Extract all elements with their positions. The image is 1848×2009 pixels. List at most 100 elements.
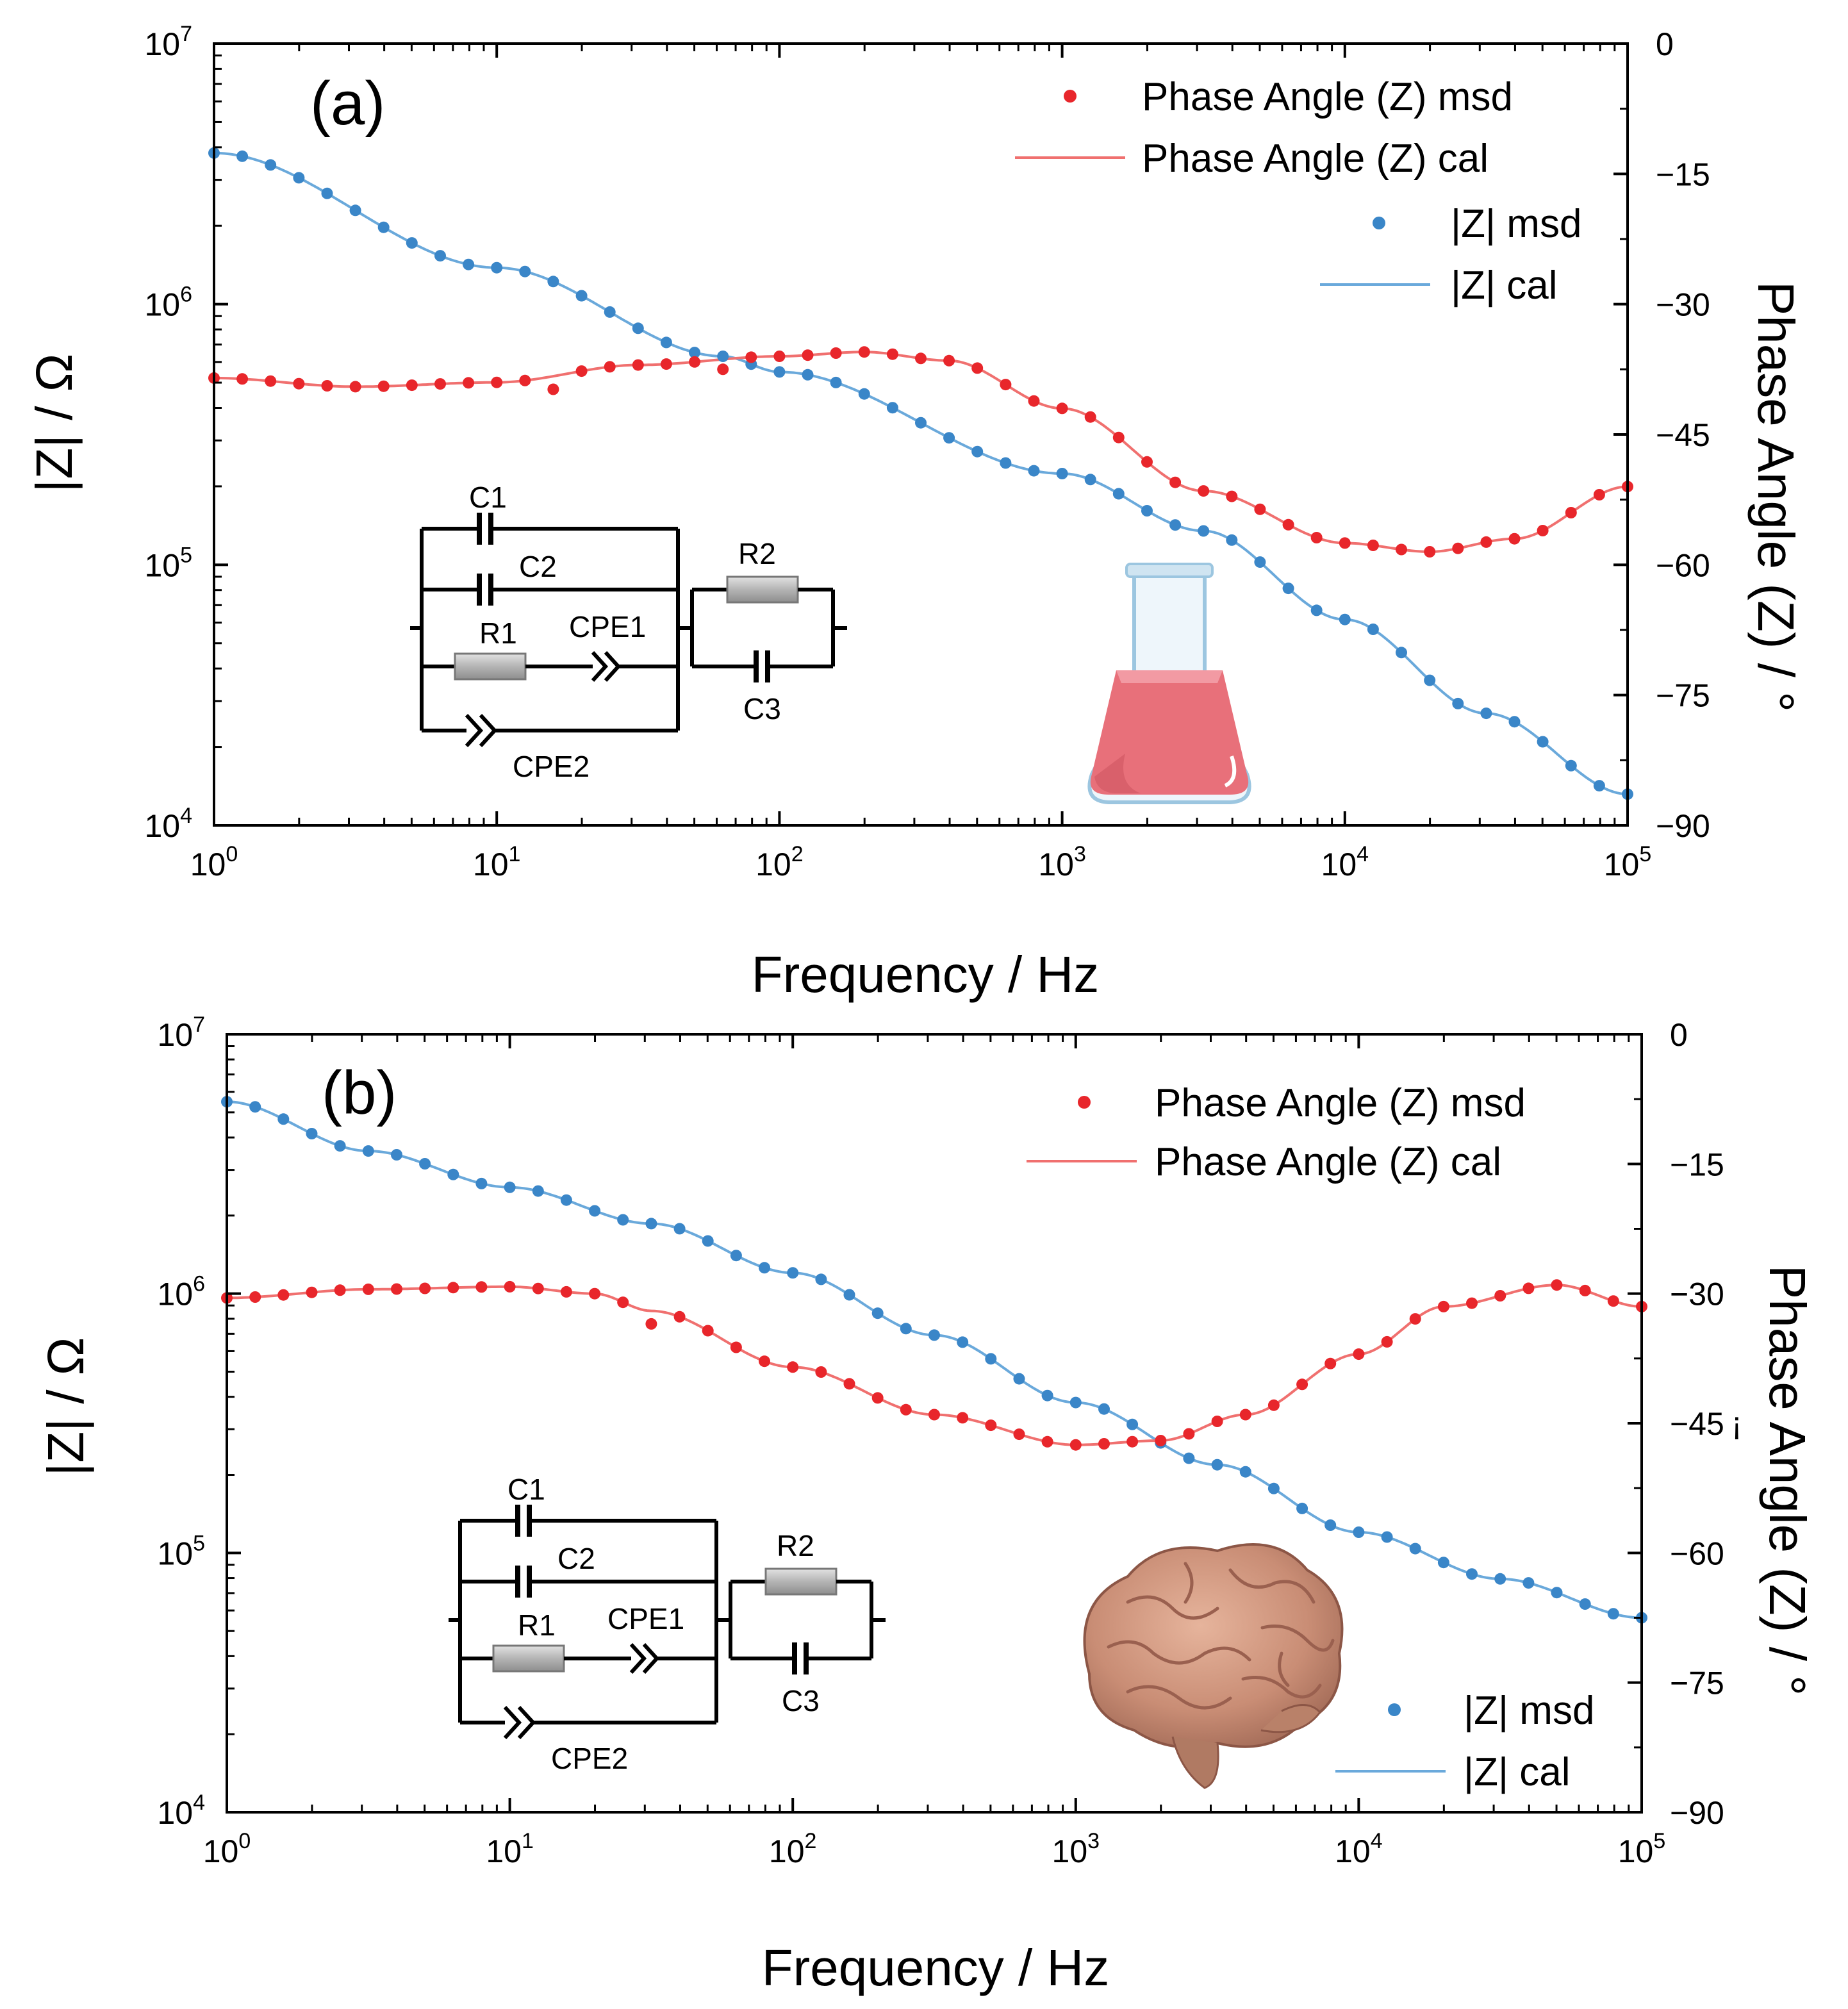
equivalent-circuit [410, 513, 847, 748]
legend-modulus-cal-label: |Z| cal [1464, 1750, 1571, 1794]
phase-msd-point [1551, 1279, 1563, 1291]
phase-msd-point [1466, 1297, 1478, 1309]
modulus-msd-points [221, 1096, 1647, 1624]
x-tick-label: 104 [1321, 842, 1369, 882]
cpe2-element-icon [465, 713, 484, 748]
modulus-msd-point [830, 376, 842, 388]
phase-msd-point [957, 1412, 969, 1424]
x-tick-label: 103 [1038, 842, 1086, 882]
phase-msd-point [463, 377, 475, 389]
y2-tick-label: −15 [1656, 156, 1710, 192]
phase-msd-point [745, 351, 757, 363]
y-tick-label: 104 [144, 804, 192, 844]
modulus-msd-point [928, 1329, 940, 1341]
phase-msd-point [447, 1282, 459, 1294]
phase-msd-point [802, 349, 814, 361]
y2-tick-label: −45 [1670, 1406, 1724, 1442]
modulus-msd-point [463, 258, 475, 270]
cpe1-element-icon [591, 650, 609, 682]
x-tick-label: 100 [203, 1829, 251, 1869]
phase-msd-point [1508, 533, 1521, 545]
modulus-msd-point [1028, 465, 1040, 477]
modulus-msd-point [1141, 505, 1153, 517]
modulus-msd-point [560, 1194, 572, 1206]
legend-modulus-cal-label: |Z| cal [1451, 263, 1558, 308]
phase-msd-point [1126, 1435, 1139, 1448]
y2-tick-label: −45 [1656, 417, 1710, 453]
phase-msd-point [830, 347, 842, 359]
modulus-msd-point [1508, 716, 1521, 728]
phase-msd-point [532, 1282, 544, 1294]
y-tick-label: 106 [157, 1272, 205, 1312]
phase-cal-line [227, 1284, 1642, 1446]
phase-msd-point [306, 1286, 318, 1298]
phase-msd-point [1028, 395, 1040, 407]
tick-marks [226, 1033, 1643, 1814]
modulus-msd-point [1126, 1418, 1139, 1430]
phase-msd-point [604, 361, 616, 373]
phase-msd-point [560, 1286, 572, 1298]
modulus-msd-point [957, 1336, 969, 1348]
modulus-msd-point [1084, 474, 1096, 486]
phase-msd-point [689, 356, 700, 368]
phase-msd-point [575, 365, 588, 377]
phase-msd-points [221, 1279, 1647, 1451]
y2-tick-label: −30 [1670, 1277, 1724, 1312]
phase-msd-point [406, 379, 418, 392]
y2-tick-label: −90 [1670, 1795, 1724, 1831]
modulus-msd-point [1409, 1542, 1421, 1555]
modulus-msd-point [1183, 1452, 1195, 1464]
modulus-msd-point [1211, 1459, 1223, 1471]
phase-msd-point [1198, 485, 1210, 497]
equivalent-circuit [449, 1505, 886, 1740]
phase-msd-point [334, 1284, 346, 1296]
phase-msd-point [1437, 1300, 1449, 1312]
legend-phase-cal-label: Phase Angle (Z) cal [1155, 1140, 1501, 1184]
modulus-msd-point [1310, 604, 1323, 616]
phase-msd-point [1452, 542, 1464, 554]
phase-msd-point [617, 1296, 629, 1309]
modulus-msd-point [475, 1177, 488, 1189]
x-tick-label: 104 [1335, 1829, 1383, 1869]
modulus-msd-point [293, 172, 305, 184]
phase-msd-point [1041, 1435, 1053, 1448]
phase-msd-point [645, 1318, 657, 1330]
modulus-msd-point [1551, 1587, 1563, 1599]
circuit-label-r2: R2 [777, 1529, 814, 1562]
cpe2-element-icon [503, 1705, 522, 1740]
y2-tick-label: −75 [1656, 678, 1710, 714]
circuit-label-c1: C1 [469, 481, 507, 514]
y2-tick-labels: 0 −15 −30 −45 −60 −75 −90 [1670, 1017, 1724, 1831]
modulus-msd-point [334, 1140, 346, 1152]
phase-msd-point [519, 374, 531, 386]
modulus-msd-point [519, 265, 531, 277]
modulus-msd-point [1069, 1396, 1082, 1409]
phase-msd-point [1296, 1378, 1308, 1391]
circuit-label-cpe2: CPE2 [513, 750, 590, 783]
phase-msd-point [589, 1287, 601, 1300]
modulus-msd-point [1267, 1482, 1280, 1494]
legend-phase-msd-label: Phase Angle (Z) msd [1155, 1081, 1526, 1125]
modulus-msd-point [689, 347, 700, 359]
modulus-msd-point [1282, 583, 1294, 595]
modulus-msd-point [1041, 1389, 1053, 1401]
r2-resistor-icon [726, 575, 799, 604]
y2-tick-label: −15 [1670, 1146, 1724, 1182]
legend-phase-msd-label: Phase Angle (Z) msd [1142, 75, 1513, 119]
phase-msd-point [900, 1403, 912, 1416]
modulus-msd-point [1437, 1557, 1449, 1569]
x-tick-label: 103 [1052, 1829, 1100, 1869]
y-axis-title: |Z| / Ω [26, 354, 83, 493]
modulus-msd-point [249, 1101, 261, 1113]
panel-b: 100 101 102 103 104 105 104 105 106 107 … [37, 1013, 1816, 1996]
legend-bottom: |Z| msd |Z| cal [1335, 1689, 1594, 1794]
y-tick-label: 104 [157, 1790, 205, 1831]
legend-phase-cal-label: Phase Angle (Z) cal [1142, 136, 1489, 181]
phase-msd-point [815, 1366, 827, 1378]
modulus-msd-point [504, 1181, 516, 1193]
modulus-msd-point [604, 306, 616, 318]
modulus-msd-point [434, 250, 446, 262]
phase-msd-point [787, 1361, 799, 1373]
y2-tick-label: 0 [1656, 26, 1674, 62]
